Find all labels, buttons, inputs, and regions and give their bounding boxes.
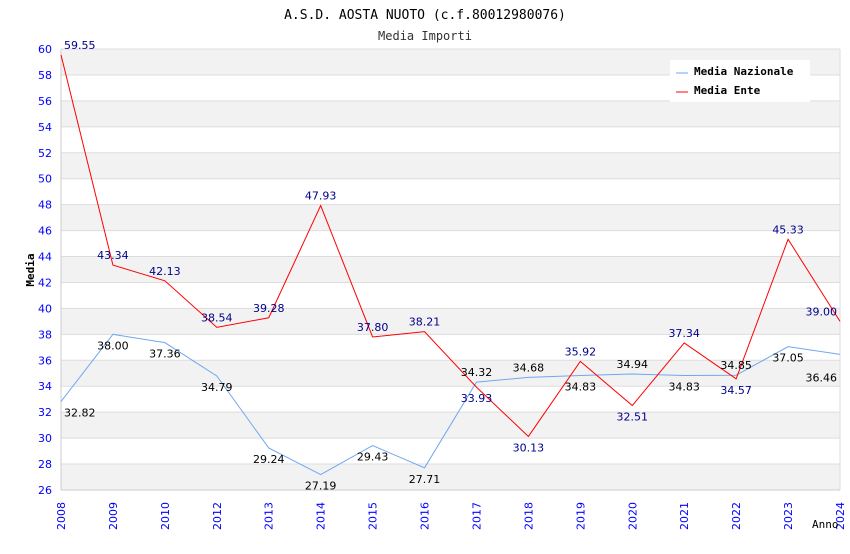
grid-band <box>61 100 840 127</box>
series-line-0 <box>60 333 841 476</box>
legend-nazionale: Media Nazionale <box>694 65 794 78</box>
data-label: 27.19 <box>305 480 337 493</box>
y-tick-label: 48 <box>38 199 52 212</box>
grid-band <box>61 308 840 335</box>
y-tick-label: 60 <box>38 43 52 56</box>
y-tick-label: 38 <box>38 328 52 341</box>
data-label: 59.55 <box>64 39 96 52</box>
data-label: 37.34 <box>668 327 700 340</box>
y-tick-label: 58 <box>38 69 52 82</box>
legend-ente: Media Ente <box>694 84 761 97</box>
data-label: 32.82 <box>64 407 96 420</box>
grid-band <box>61 152 840 179</box>
series-line-1 <box>60 54 841 438</box>
data-label: 29.24 <box>253 453 285 466</box>
grid-band <box>61 464 840 490</box>
data-label: 27.71 <box>409 473 441 486</box>
data-label: 34.57 <box>720 384 752 397</box>
chart-title: A.S.D. AOSTA NUOTO (c.f.80012980076) <box>284 8 566 23</box>
data-label: 38.21 <box>409 316 441 329</box>
x-tick-label: 2021 <box>678 502 691 530</box>
x-tick-label: 2015 <box>367 502 380 530</box>
x-tick-label: 2013 <box>263 502 276 530</box>
x-tick-label: 2017 <box>470 502 483 530</box>
grid-band <box>61 360 840 387</box>
y-tick-label: 50 <box>38 173 52 186</box>
y-tick-label: 44 <box>38 251 52 264</box>
x-tick-label: 2024 <box>834 502 847 530</box>
data-label: 34.79 <box>201 381 233 394</box>
grid-band <box>61 204 840 231</box>
chart-subtitle: Media Importi <box>378 29 472 43</box>
y-tick-label: 30 <box>38 432 52 445</box>
x-tick-label: 2019 <box>574 502 587 530</box>
grid-band <box>61 256 840 283</box>
data-label: 43.34 <box>97 249 129 262</box>
y-tick-label: 32 <box>38 406 52 419</box>
y-tick-label: 28 <box>38 458 52 471</box>
data-label: 34.85 <box>720 359 752 372</box>
y-tick-label: 42 <box>38 276 52 289</box>
y-tick-label: 34 <box>38 380 52 393</box>
data-label: 30.13 <box>513 441 545 454</box>
data-label: 47.93 <box>305 190 337 203</box>
y-tick-label: 46 <box>38 225 52 238</box>
y-tick-label: 52 <box>38 147 52 160</box>
data-label: 34.68 <box>513 361 545 374</box>
y-tick-label: 36 <box>38 354 52 367</box>
x-tick-label: 2012 <box>211 502 224 530</box>
y-tick-label: 56 <box>38 95 52 108</box>
x-tick-label: 2010 <box>159 502 172 530</box>
x-axis-label: Anno <box>812 518 839 531</box>
data-label: 34.83 <box>668 380 700 393</box>
x-tick-label: 2023 <box>782 502 795 530</box>
x-tick-label: 2018 <box>522 502 535 530</box>
data-label: 42.13 <box>149 265 181 278</box>
x-tick-label: 2014 <box>315 502 328 530</box>
x-tick-label: 2009 <box>107 502 120 530</box>
data-label: 37.05 <box>772 352 804 365</box>
data-label: 34.32 <box>461 366 493 379</box>
data-label: 37.80 <box>357 321 389 334</box>
x-tick-label: 2008 <box>55 502 68 530</box>
x-tick-label: 2022 <box>730 502 743 530</box>
data-label: 33.93 <box>461 392 493 405</box>
y-axis-label: Media <box>24 253 37 286</box>
data-label: 32.51 <box>617 411 649 424</box>
y-tick-label: 26 <box>38 484 52 497</box>
x-tick-label: 2016 <box>419 502 432 530</box>
x-tick-label: 2020 <box>626 502 639 530</box>
data-label: 37.36 <box>149 348 181 361</box>
data-label: 35.92 <box>565 345 597 358</box>
data-label: 38.54 <box>201 311 233 324</box>
data-label: 45.33 <box>772 223 804 236</box>
legend: Media Nazionale Media Ente <box>670 60 810 102</box>
data-label: 29.43 <box>357 451 389 464</box>
data-label: 39.28 <box>253 302 285 315</box>
y-tick-label: 40 <box>38 302 52 315</box>
data-label: 39.00 <box>806 305 838 318</box>
data-label: 36.46 <box>806 371 838 384</box>
y-tick-label: 54 <box>38 121 52 134</box>
data-label: 34.94 <box>617 358 649 371</box>
data-label: 38.00 <box>97 339 129 352</box>
data-label: 34.83 <box>565 380 597 393</box>
